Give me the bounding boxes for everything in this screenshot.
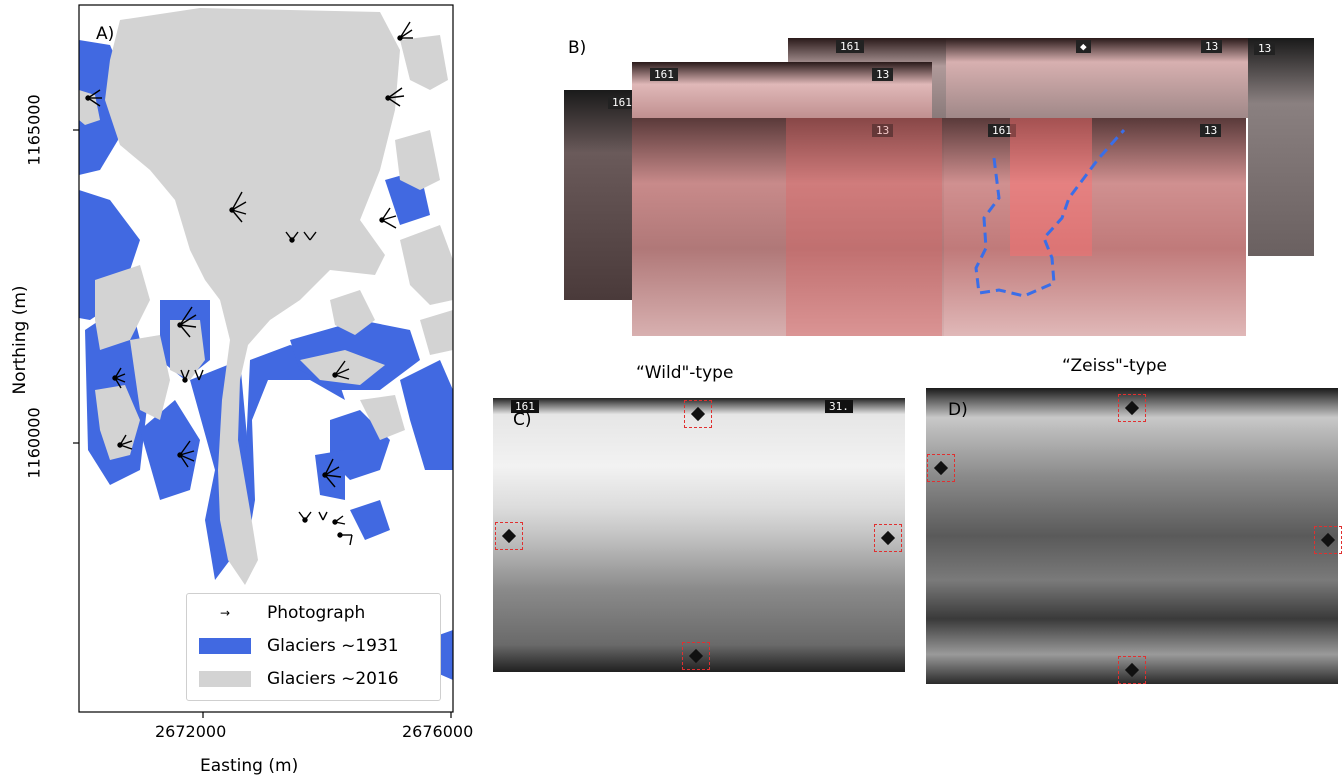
photo-fan <box>117 434 133 450</box>
dashed-outline <box>974 129 1126 298</box>
legend-item-glaciers-1931: Glaciers ~1931 <box>187 632 399 660</box>
panel-c-label: C) <box>513 410 532 430</box>
legend-label: Glaciers ~2016 <box>267 669 399 689</box>
fiducial-marker <box>682 642 710 670</box>
map-ticks <box>73 129 452 718</box>
y-tick-label: 1165000 <box>24 94 44 166</box>
photo-fan <box>177 440 195 468</box>
photo-fan <box>229 191 247 223</box>
legend-label: Glaciers ~1931 <box>267 636 399 656</box>
photo-fan <box>322 458 342 488</box>
map-frame <box>78 4 454 713</box>
frame-marker: ◆ <box>1076 40 1091 53</box>
photo-fan <box>337 532 353 546</box>
y-axis-title: Northing (m) <box>10 285 30 395</box>
mosaic-photo: 13 <box>1248 38 1314 256</box>
panel-b-label: B) <box>568 38 587 58</box>
panel-a-label: A) <box>96 24 115 44</box>
mosaic-photo: 161 13 <box>944 118 1246 336</box>
frame-number: 161 <box>608 96 634 109</box>
photo-fan <box>332 360 350 380</box>
mosaic-photo: 13 <box>632 118 944 336</box>
frame-number: 13 <box>1200 124 1222 137</box>
panel-d-label: D) <box>948 400 968 420</box>
mosaic-photo: 161 <box>564 90 634 300</box>
legend-item-glaciers-2016: Glaciers ~2016 <box>187 665 399 693</box>
photo-fan <box>298 511 328 523</box>
fiducial-marker <box>1118 656 1146 684</box>
fiducial-marker <box>684 400 712 428</box>
frame-number: 161 <box>650 68 678 81</box>
frame-number: 161 <box>836 40 864 53</box>
photo-fan <box>177 306 197 338</box>
panel-d-title: “Zeiss"-type <box>1062 356 1167 376</box>
photo-fan <box>385 87 405 107</box>
arrow-icon: → <box>219 606 231 620</box>
fiducial-marker <box>874 524 902 552</box>
overlap-region <box>786 118 942 336</box>
fiducial-marker <box>495 522 523 550</box>
legend-item-photograph: → Photograph <box>187 599 365 627</box>
x-tick-label: 2672000 <box>155 722 227 741</box>
photo-arrows <box>85 21 413 546</box>
photo-fan <box>180 369 204 383</box>
frame-number: 13 <box>872 68 894 81</box>
glaciers-2016 <box>79 8 453 585</box>
panel-c-title: “Wild"-type <box>636 363 734 383</box>
fiducial-marker <box>1314 526 1342 554</box>
overlap-region <box>1010 118 1092 256</box>
legend-label: Photograph <box>267 603 366 623</box>
photo-fan <box>285 231 317 243</box>
zeiss-type-photo <box>926 388 1338 684</box>
frame-number: 161 <box>511 400 539 413</box>
photo-fan <box>379 207 397 229</box>
swatch-2016 <box>199 671 251 687</box>
photo-fan <box>112 367 126 389</box>
fiducial-marker <box>927 454 955 482</box>
frame-number: 13 <box>1201 40 1223 53</box>
swatch-1931 <box>199 638 251 654</box>
fiducial-marker <box>1118 394 1146 422</box>
frame-number: 13 <box>872 124 894 137</box>
x-tick-label: 2676000 <box>402 722 474 741</box>
mosaic-photo: 161 13 <box>632 62 932 118</box>
map-legend: → Photograph Glaciers ~1931 Glaciers ~20… <box>186 593 441 701</box>
x-axis-title: Easting (m) <box>200 756 299 776</box>
mosaic-photo: ◆ 13 <box>946 38 1248 118</box>
frame-number: 161 <box>988 124 1016 137</box>
frame-number: 13 <box>1254 42 1276 55</box>
y-tick-label: 1160000 <box>24 407 44 479</box>
photo-fan <box>85 89 102 107</box>
wild-type-photo: 161 31. <box>493 398 905 672</box>
photo-fan <box>332 515 346 525</box>
photo-fan <box>397 21 413 41</box>
frame-number: 31. <box>825 400 853 413</box>
